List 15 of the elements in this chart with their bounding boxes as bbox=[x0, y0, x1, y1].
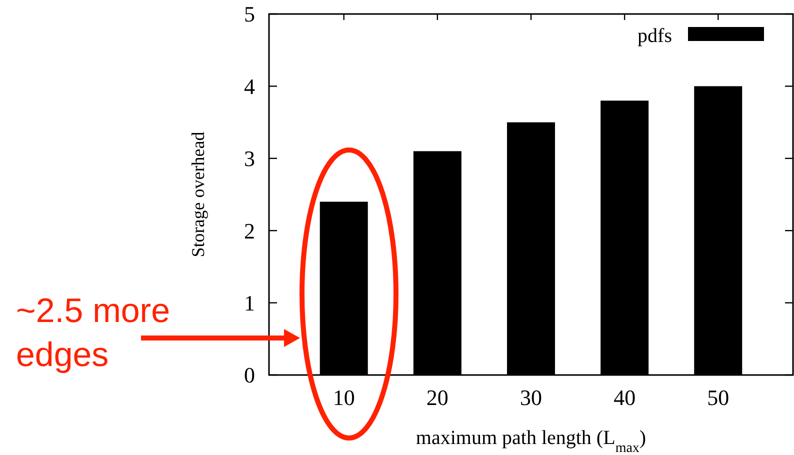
y-tick-label: 0 bbox=[244, 362, 255, 388]
y-tick-label: 1 bbox=[244, 290, 255, 316]
legend-label: pdfs bbox=[638, 25, 672, 47]
x-tick-label: 10 bbox=[332, 385, 355, 410]
y-tick-label: 5 bbox=[244, 2, 255, 27]
x-axis-title: maximum path length (L$_{max}$) bbox=[416, 427, 646, 455]
text: ~2.5 more edges bbox=[16, 292, 170, 374]
x-tick-label: 50 bbox=[707, 385, 730, 410]
x-tick-label: 20 bbox=[426, 385, 448, 410]
x-tick-label: 40 bbox=[614, 385, 636, 410]
y-tick-label: 4 bbox=[244, 74, 255, 99]
y-tick-label: 2 bbox=[244, 218, 255, 244]
x-tick-label: 30 bbox=[520, 385, 542, 410]
y-axis-title: Storage overhead bbox=[188, 132, 208, 258]
y-tick-label: 3 bbox=[244, 146, 255, 172]
